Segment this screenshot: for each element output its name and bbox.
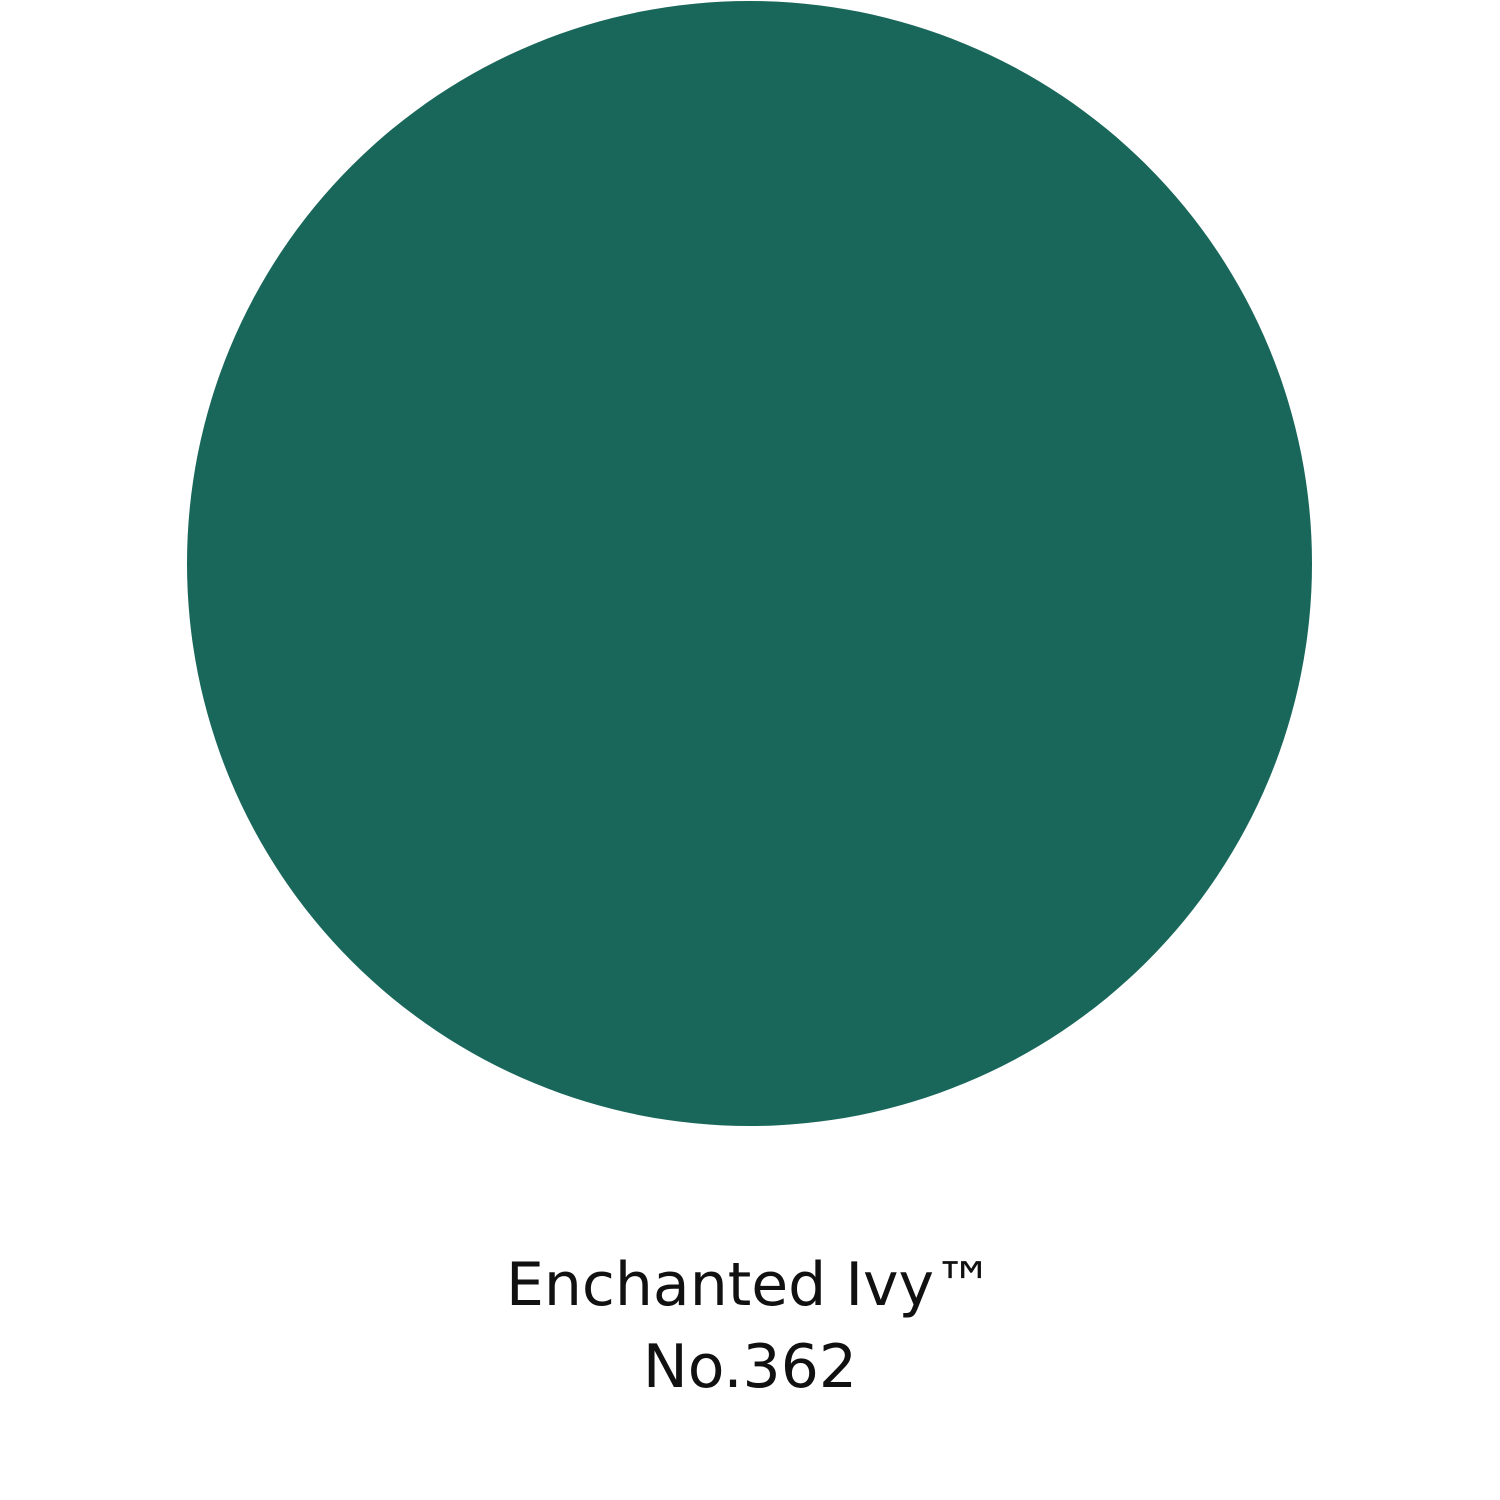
color-caption: Enchanted Ivy™ No.362 <box>0 1244 1500 1408</box>
color-name: Enchanted Ivy™ <box>505 1250 995 1320</box>
color-swatch-circle <box>187 1 1312 1126</box>
color-number: No.362 <box>642 1332 858 1402</box>
